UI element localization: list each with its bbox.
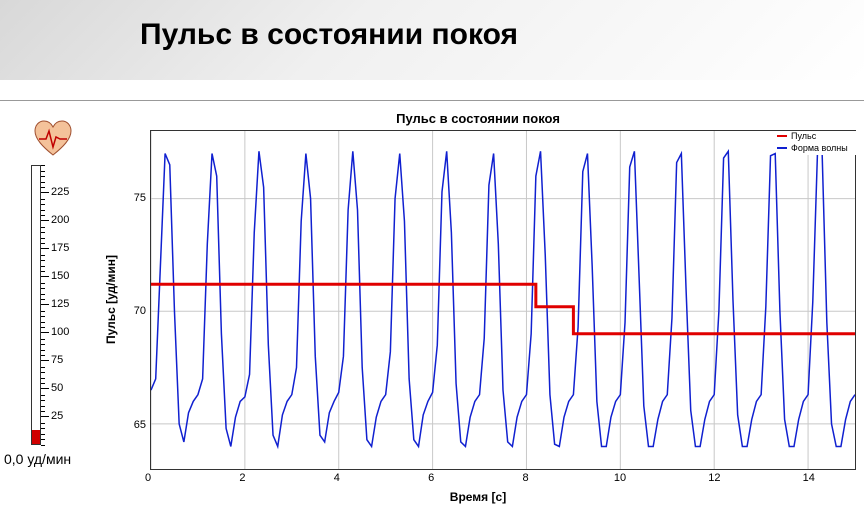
heart-icon [33,119,73,159]
gauge-bar [31,165,41,445]
gauge-tick-label: 100 [41,326,69,338]
x-tick-label: 12 [708,472,720,484]
x-tick-label: 8 [523,472,529,484]
series-Пульс [151,284,855,334]
main-panel: 225200175150125100755025 0,0 уд/мин Пуль… [0,100,864,513]
page-title: Пульс в состоянии покоя [140,18,518,52]
chart-legend: Пульс Форма волны [777,131,857,155]
legend-label: Пульс [791,131,816,141]
chart-body: Пульс [уд/мин] 65 70 75 Пульс Форма волны [100,130,856,470]
y-tick-label: 75 [134,192,146,204]
y-tick-label: 70 [134,305,146,317]
x-tick-label: 2 [239,472,245,484]
gauge-tick-label: 125 [41,298,69,310]
series-Форма волны [151,151,855,446]
plot-svg [151,131,855,469]
gauge-scale: 225200175150125100755025 [13,165,93,445]
x-tick-label: 10 [614,472,626,484]
legend-item: Форма волны [777,143,857,153]
y-axis-ticks: 65 70 75 [122,130,150,470]
gauge-tick-label: 200 [41,214,69,226]
y-tick-label: 65 [134,419,146,431]
chart-title: Пульс в состоянии покоя [100,111,856,126]
gauge-tick-label: 150 [41,270,69,282]
x-axis-label: Время [с] [100,490,856,504]
gauge-tick-label: 175 [41,242,69,254]
gauge-tick-label: 225 [41,186,69,198]
gauge-panel: 225200175150125100755025 0,0 уд/мин [8,119,98,467]
gauge-readout: 0,0 уд/мин [4,451,98,467]
x-tick-label: 0 [145,472,151,484]
legend-item: Пульс [777,131,857,141]
legend-swatch [777,147,787,149]
x-axis-ticks: 0 2 4 6 8 10 12 14 [148,470,856,488]
x-tick-label: 14 [803,472,815,484]
plot-area: Пульс Форма волны [150,130,856,470]
x-tick-label: 4 [334,472,340,484]
x-tick-label: 6 [428,472,434,484]
gauge-ticks: 225200175150125100755025 [41,165,101,445]
legend-label: Форма волны [791,143,848,153]
chart-panel: Пульс в состоянии покоя Пульс [уд/мин] 6… [100,111,856,503]
y-axis-label: Пульс [уд/мин] [100,130,122,470]
legend-swatch [777,135,787,137]
